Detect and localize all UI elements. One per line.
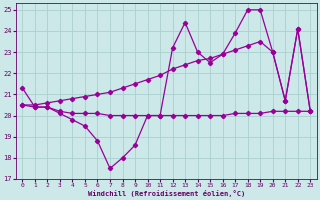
X-axis label: Windchill (Refroidissement éolien,°C): Windchill (Refroidissement éolien,°C) bbox=[88, 190, 245, 197]
